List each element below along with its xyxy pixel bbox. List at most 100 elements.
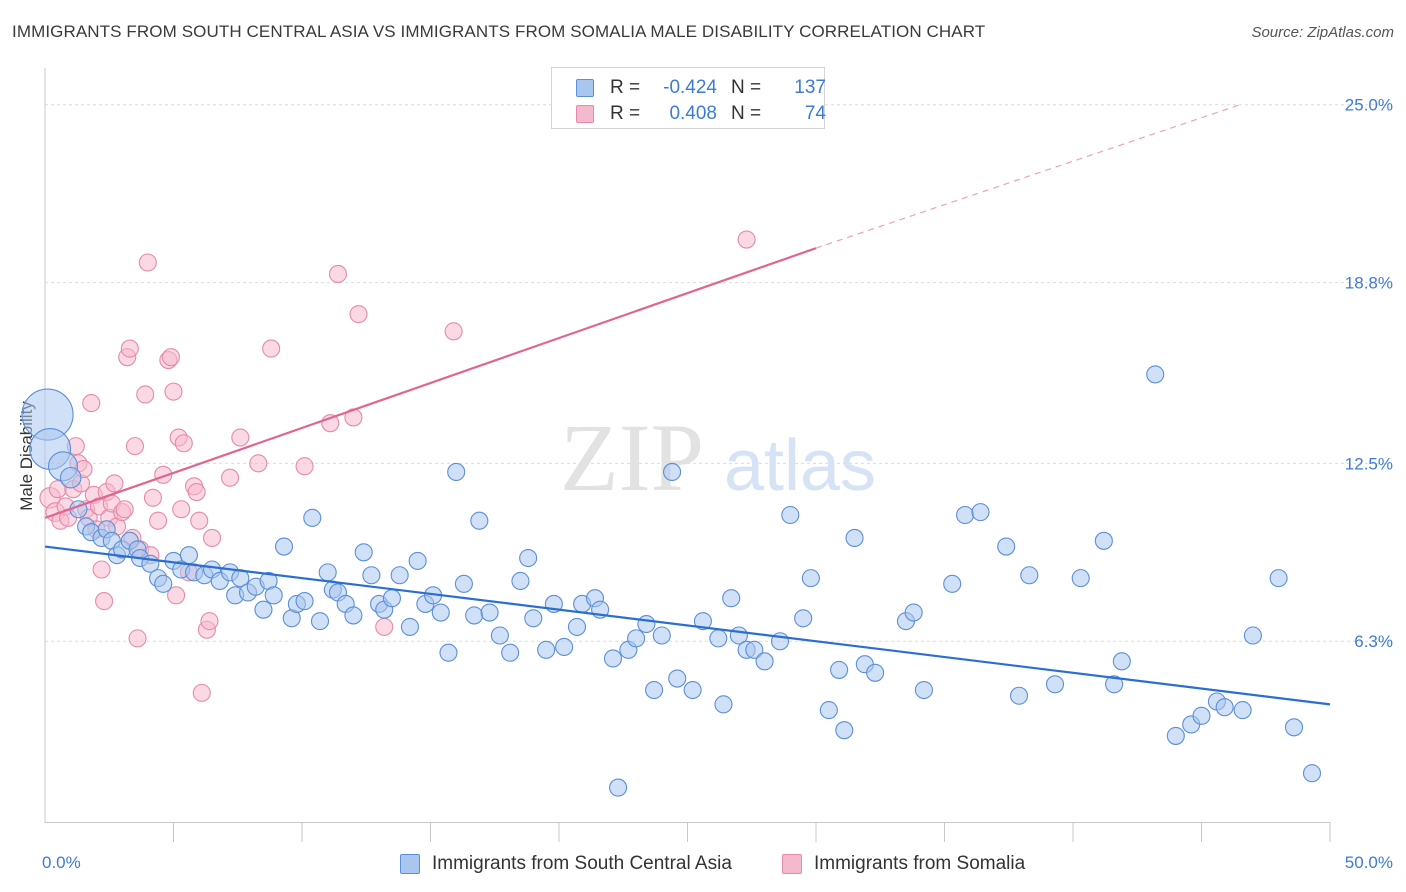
south-central-asia-point — [845, 528, 864, 547]
stats-n-value: 74 — [804, 103, 826, 124]
somalia-trendline — [44, 247, 817, 519]
somalia-point — [231, 428, 250, 447]
south-central-asia-point — [303, 508, 322, 527]
south-central-asia-point — [819, 701, 838, 720]
somalia-point — [220, 468, 240, 487]
south-central-asia-point — [354, 543, 373, 562]
stats-swatch-blue — [576, 79, 594, 97]
legend-label: Immigrants from South Central Asia — [432, 853, 732, 874]
somalia-point — [444, 322, 463, 341]
south-central-asia-point — [645, 680, 664, 700]
south-central-asia-point — [745, 640, 764, 659]
south-central-asia-point — [652, 626, 671, 645]
south-central-asia-point — [904, 603, 923, 622]
stats-n-label: N = — [731, 77, 762, 98]
south-central-asia-point — [1112, 652, 1131, 671]
south-central-asia-point — [1009, 686, 1029, 705]
y-tick-labels: 6.3% 12.5% 18.8% 25.0% — [1345, 96, 1393, 652]
south-central-asia-point — [1094, 531, 1113, 550]
south-central-asia-point — [914, 680, 933, 700]
stats-swatch-pink — [576, 105, 594, 123]
south-central-asia-point — [668, 669, 687, 688]
south-central-asia-point — [1302, 764, 1322, 783]
south-central-asia-point — [794, 609, 813, 628]
south-central-asia-point — [943, 574, 962, 593]
south-central-asia-point — [154, 574, 173, 593]
south-central-asia-point — [254, 600, 273, 619]
south-central-asia-point — [1045, 675, 1065, 694]
south-central-asia-point — [637, 614, 656, 634]
south-central-asia-point — [310, 612, 330, 631]
south-central-asia-point — [274, 537, 294, 556]
south-central-asia-point — [382, 589, 402, 608]
legend-label: Immigrants from Somalia — [814, 853, 1026, 874]
south-central-asia-point — [627, 629, 646, 648]
somalia-point — [167, 586, 186, 605]
south-central-asia-point — [956, 505, 975, 525]
south-central-asia-point — [603, 649, 623, 668]
somalia-point — [349, 305, 368, 324]
somalia-point — [174, 434, 193, 453]
stats-r-label: R = — [610, 103, 641, 124]
trendlines — [44, 104, 1331, 706]
south-central-asia-point — [663, 462, 682, 482]
stats-n-value: 137 — [794, 77, 826, 98]
y-tick-label: 6.3% — [1354, 632, 1393, 651]
stats-n-label: N = — [731, 103, 762, 124]
south-central-asia-point — [866, 663, 885, 682]
south-central-asia-points — [21, 365, 1322, 797]
somalia-point — [92, 560, 111, 579]
south-central-asia-point — [1215, 698, 1234, 717]
south-central-asia-point — [801, 569, 820, 588]
somalia-point — [249, 454, 268, 473]
y-tick-label: 18.8% — [1345, 274, 1393, 293]
watermark-zip: ZIP — [560, 404, 704, 511]
somalia-point — [295, 457, 314, 476]
south-central-asia-point — [722, 589, 741, 608]
chart-title: IMMIGRANTS FROM SOUTH CENTRAL ASIA VS IM… — [12, 22, 986, 41]
south-central-asia-point — [524, 609, 543, 628]
south-central-asia-point — [1105, 675, 1124, 694]
south-central-asia-point — [537, 640, 556, 659]
south-central-asia-point — [609, 778, 628, 797]
south-central-asia-point — [490, 626, 509, 645]
stats-r-label: R = — [610, 77, 641, 98]
south-central-asia-point — [1269, 569, 1288, 588]
grid-lines — [45, 104, 1390, 642]
south-central-asia-point — [362, 566, 381, 585]
x-tick-max: 50.0% — [1344, 853, 1393, 872]
south-central-asia-point — [59, 466, 82, 489]
south-central-asia-point — [1146, 365, 1165, 384]
south-central-asia-point — [480, 603, 499, 622]
south-central-asia-point — [1192, 706, 1211, 725]
watermark: ZIP atlas — [560, 404, 876, 511]
south-central-asia-point — [1071, 569, 1090, 588]
somalia-point — [128, 629, 147, 648]
stats-r-value: -0.424 — [663, 77, 717, 98]
south-central-asia-point — [390, 566, 409, 585]
south-central-asia-point — [400, 617, 419, 636]
somalia-point — [95, 592, 114, 611]
south-central-asia-point — [714, 695, 733, 714]
south-central-asia-point — [971, 503, 990, 522]
south-central-asia-point — [781, 505, 800, 525]
south-central-asia-point — [755, 652, 774, 671]
south-central-asia-point — [1243, 626, 1262, 645]
y-tick-label: 12.5% — [1345, 454, 1393, 473]
south-central-asia-point — [997, 537, 1016, 556]
somalia-point — [190, 511, 209, 530]
somalia-point — [105, 474, 124, 493]
south-central-asia-point — [683, 680, 702, 700]
watermark-atlas: atlas — [724, 426, 876, 506]
south-central-asia-point — [555, 637, 574, 657]
somalia-point — [161, 348, 180, 367]
somalia-point — [164, 382, 183, 401]
legend: Immigrants from South Central Asia Immig… — [0, 853, 1406, 877]
south-central-asia-point — [431, 603, 450, 622]
legend-swatch-blue — [400, 854, 420, 874]
somalia-point — [82, 394, 101, 413]
south-central-asia-point — [179, 546, 198, 565]
legend-swatch-pink — [782, 854, 802, 874]
south-central-asia-point — [709, 629, 728, 648]
